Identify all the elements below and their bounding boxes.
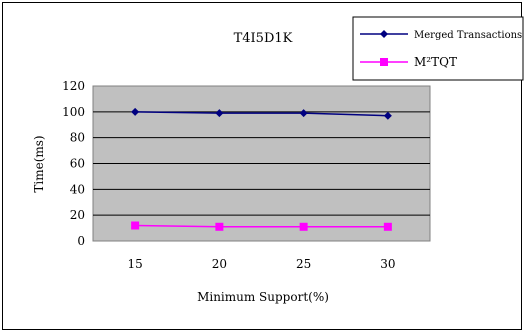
y-tick-label: 60 <box>70 157 85 171</box>
y-tick-label: 20 <box>70 208 85 222</box>
series-1 <box>131 221 392 231</box>
legend-item: M²TQT <box>360 55 457 69</box>
x-tick-label: 15 <box>127 257 142 271</box>
data-point <box>299 222 308 231</box>
x-tick-label: 20 <box>212 257 227 271</box>
x-tick-label: 30 <box>380 257 395 271</box>
legend-box <box>352 16 524 81</box>
legend-item: Merged Transactions <box>360 30 522 41</box>
legend-items: Merged Transactions M²TQT <box>360 30 522 69</box>
y-tick-label: 120 <box>62 79 85 93</box>
x-axis-label: Minimum Support(%) <box>197 290 329 304</box>
data-point <box>131 221 140 230</box>
y-axis-tick-labels: 0 20 40 60 80 100 120 <box>62 79 85 248</box>
data-point <box>383 111 392 120</box>
legend-marker <box>380 30 388 38</box>
legend-marker <box>380 58 388 66</box>
data-point <box>215 109 224 118</box>
series-0 <box>131 107 392 120</box>
y-axis-label: Time(ms) <box>32 135 46 192</box>
chart-frame <box>2 2 522 330</box>
series-line <box>135 224 388 228</box>
y-tick-label: 80 <box>70 131 85 145</box>
legend: Merged Transactions M²TQT <box>352 16 524 81</box>
x-axis-tick-labels: 15 20 25 30 <box>127 257 395 271</box>
y-tick-label: 0 <box>77 234 85 248</box>
data-point <box>215 222 224 231</box>
data-point <box>383 222 392 231</box>
data-point <box>131 107 140 116</box>
legend-label: M²TQT <box>414 55 457 69</box>
chart-title: T4I5D1K <box>234 31 293 46</box>
x-tick-label: 25 <box>296 257 311 271</box>
legend-label: Merged Transactions <box>414 30 522 41</box>
data-point <box>299 109 308 118</box>
y-tick-label: 100 <box>62 105 85 119</box>
y-tick-label: 40 <box>70 182 85 196</box>
series-line <box>135 111 388 117</box>
series-group <box>131 107 392 231</box>
